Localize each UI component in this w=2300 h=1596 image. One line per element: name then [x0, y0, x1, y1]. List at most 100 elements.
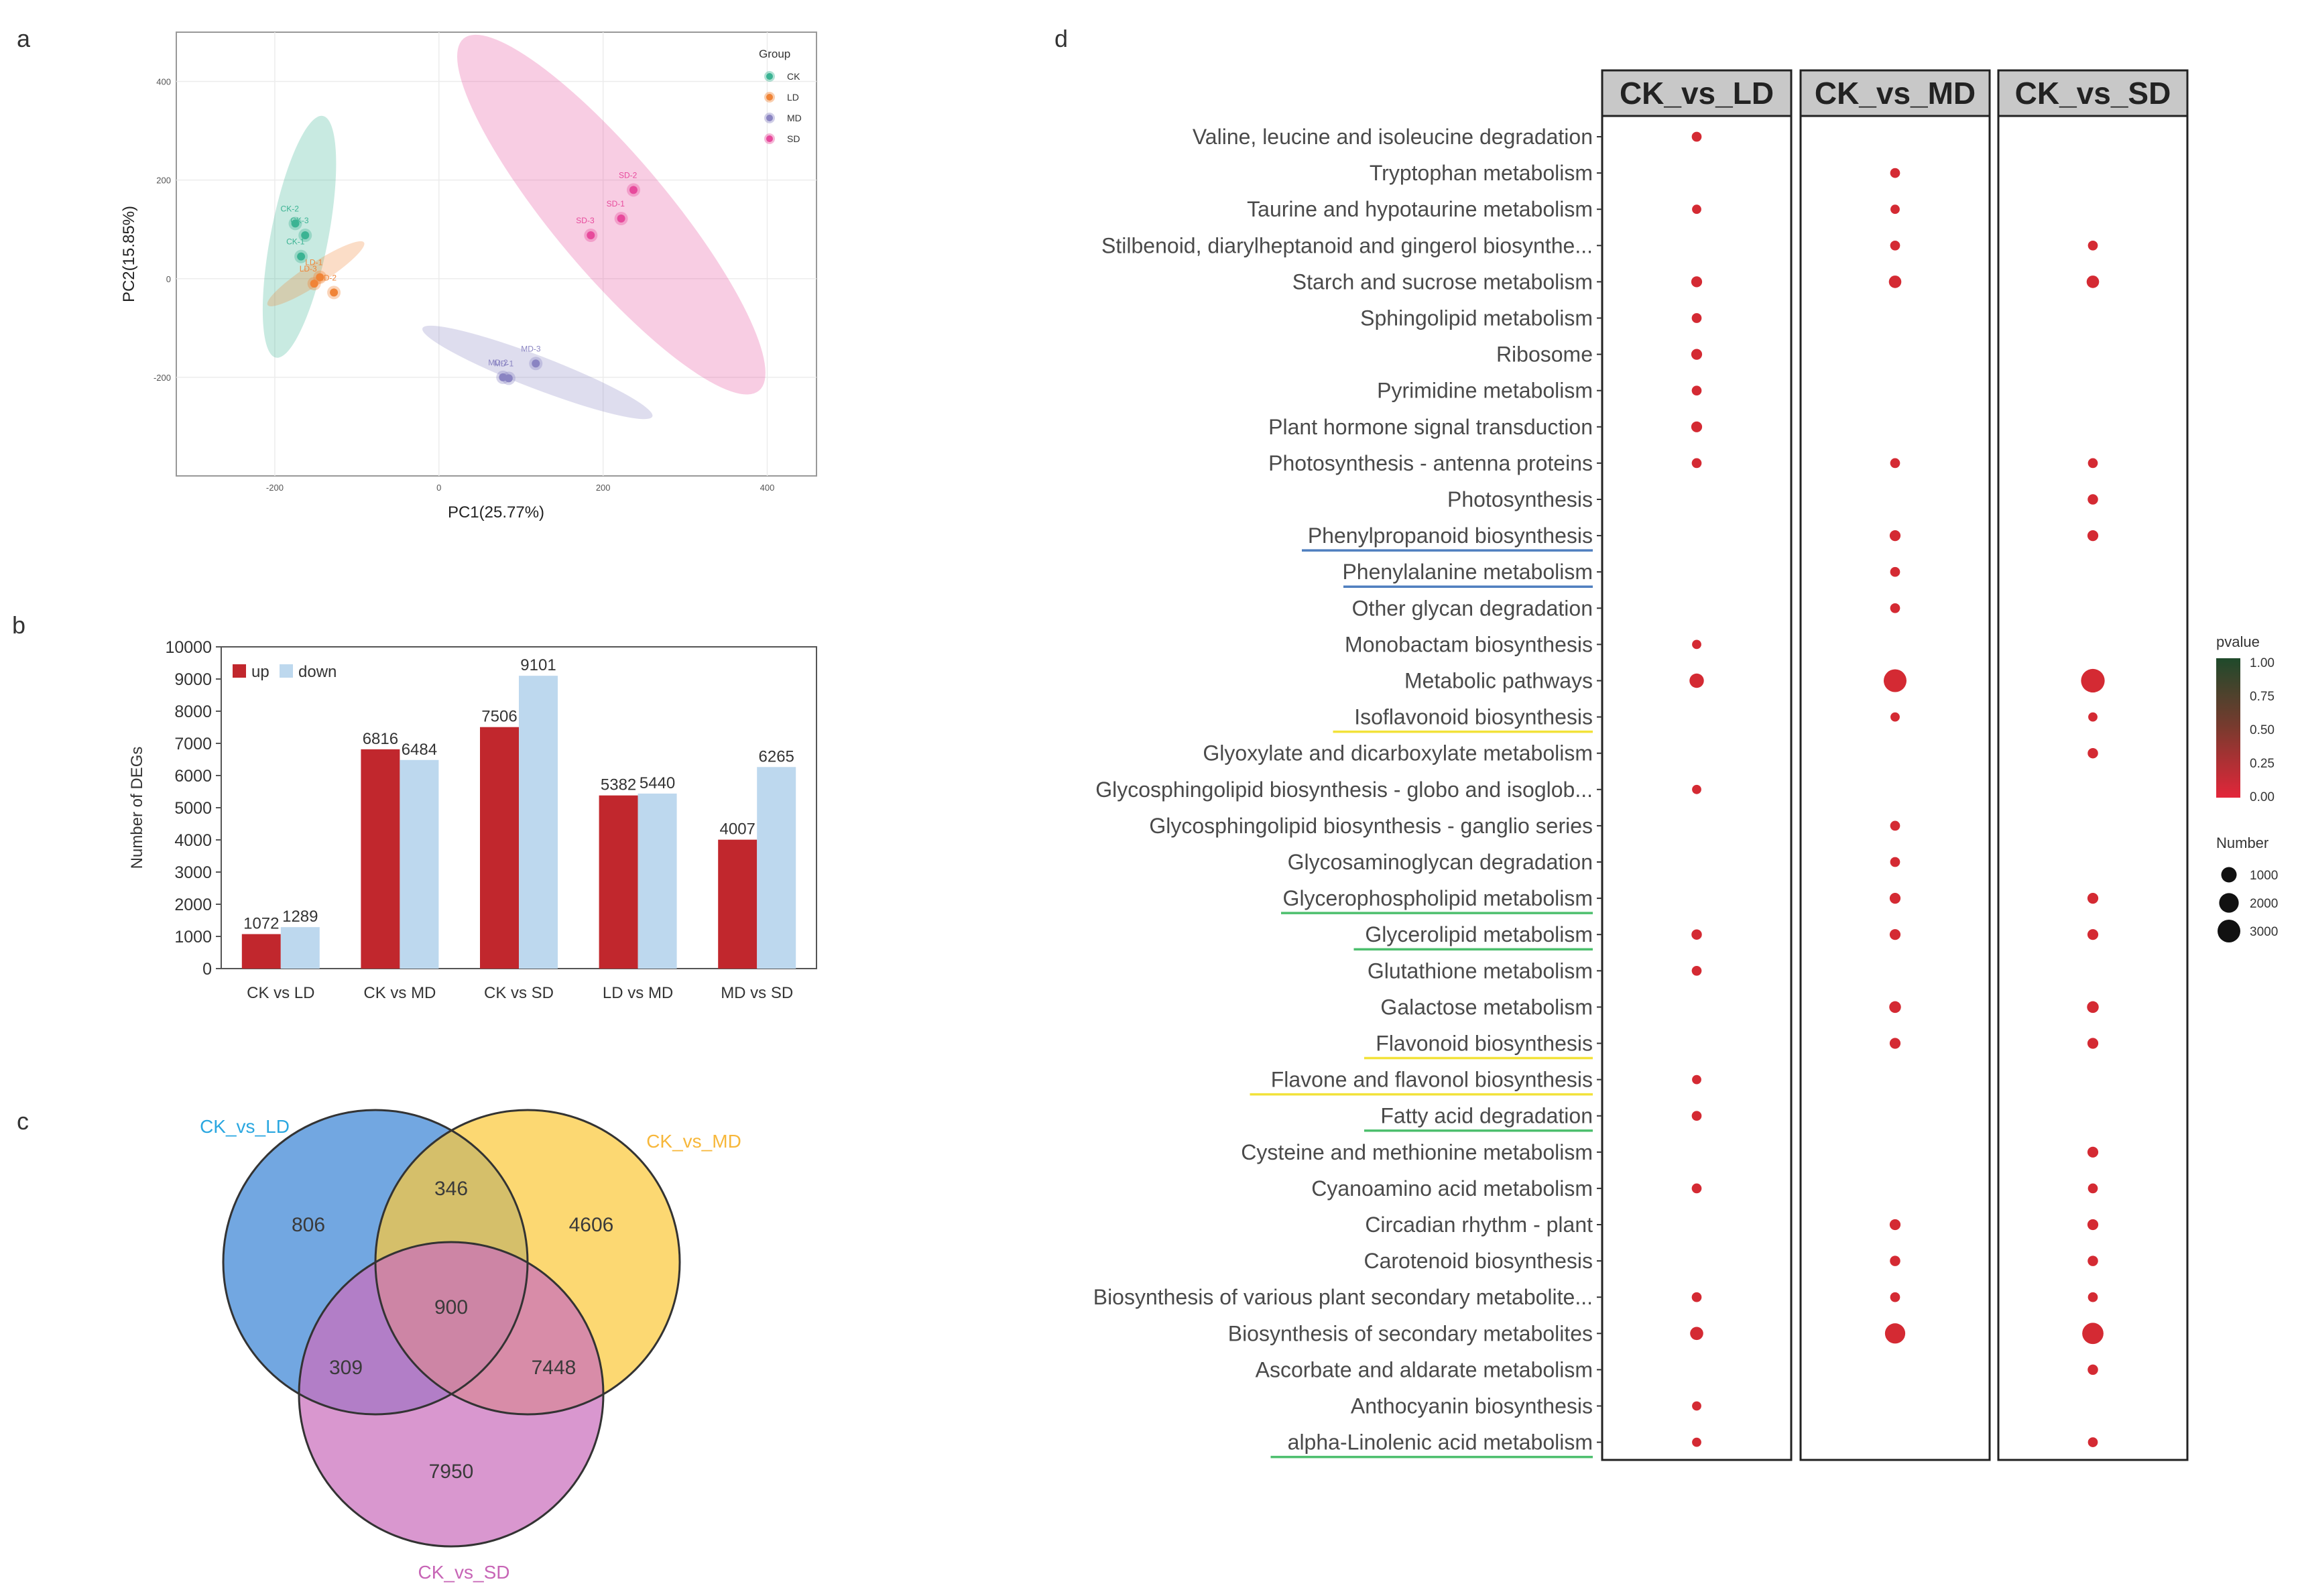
pca-legend: Group CK LD MD SD — [759, 48, 802, 144]
bar-ytick-label: 10000 — [165, 638, 212, 657]
dot-point — [2087, 240, 2098, 251]
pca-xtick-label: -200 — [266, 483, 284, 493]
facet-strip-label: CK_vs_LD — [1620, 76, 1774, 111]
pathway-label: Pyrimidine metabolism — [1377, 379, 1593, 403]
pca-xlabel: PC1(25.77%) — [448, 503, 544, 521]
dot-point — [1689, 673, 1704, 688]
dot-point — [2087, 1219, 2099, 1231]
venn-region-ld-md: 346 — [434, 1178, 468, 1200]
dot-point — [1890, 1255, 1900, 1266]
pathway-label: Biosynthesis of various plant secondary … — [1093, 1285, 1593, 1309]
dot-point — [2087, 747, 2098, 759]
facet-strip-label: CK_vs_SD — [2015, 76, 2171, 111]
pathway-label: Ribosome — [1496, 343, 1593, 367]
pca-legend-key — [766, 115, 773, 121]
panel-label-d: d — [1054, 25, 1068, 52]
legend-down-swatch — [280, 664, 293, 678]
deg-bar-chart: 0 1000 2000 3000 4000 5000 6000 7000 8000 9000 100… — [128, 638, 817, 1002]
pvalue-tick-label: 0.00 — [2250, 790, 2275, 804]
pathway-label: Glycosphingolipid biosynthesis - ganglio… — [1149, 814, 1593, 838]
bar-ytick-label: 8000 — [174, 702, 212, 721]
venn-set-label-sd: CK_vs_SD — [418, 1562, 510, 1583]
pca-point-label: MD-2 — [488, 358, 508, 367]
pca-point — [629, 186, 638, 194]
dot-point — [1691, 1111, 1702, 1121]
dot-point — [2087, 530, 2099, 542]
venn-region-ld-sd: 309 — [329, 1357, 363, 1379]
pca-point-label: SD-3 — [576, 216, 595, 225]
pvalue-legend-title: pvalue — [2216, 633, 2260, 650]
dot-point — [1888, 275, 1902, 288]
bar-category-label: CK vs SD — [484, 984, 554, 1002]
pathway-label: Valine, leucine and isoleucine degradati… — [1193, 125, 1593, 149]
bar-value-label: 5382 — [601, 776, 636, 794]
pathway-label: Starch and sucrose metabolism — [1292, 269, 1593, 294]
pca-plot: CK-2CK-3CK-1LD-1LD-2LD-3MD-2MD-1MD-3SD-2… — [120, 32, 817, 521]
dot-point — [1890, 566, 1900, 577]
bar-value-label: 1289 — [282, 908, 318, 926]
bar-value-label: 9101 — [520, 656, 556, 674]
bar-ytick-label: 5000 — [174, 799, 212, 818]
dot-point — [2087, 1364, 2098, 1375]
pca-xtick-label: 400 — [760, 483, 775, 493]
pca-point — [617, 214, 625, 223]
pca-legend-label: CK — [787, 71, 800, 82]
venn-set-label-md: CK_vs_MD — [646, 1131, 741, 1152]
dot-point — [1692, 639, 1701, 650]
facet-panel — [1799, 115, 1991, 1461]
number-key-dot — [2219, 893, 2239, 913]
pca-point — [301, 231, 310, 240]
pca-point-label: SD-1 — [607, 199, 625, 208]
pca-point — [587, 231, 595, 240]
pvalue-ticks: 1.00 0.75 0.50 0.25 0.00 — [2250, 656, 2275, 804]
dot-point — [1889, 929, 1901, 940]
dot-point — [2087, 929, 2099, 940]
dot-point — [1691, 131, 1702, 142]
bar-down — [280, 927, 320, 969]
dot-point — [1690, 1327, 1703, 1341]
bar-ytick-label: 9000 — [174, 670, 212, 689]
venn-region-md-sd: 7448 — [532, 1357, 577, 1379]
legend-up-swatch — [233, 664, 246, 678]
pathway-label: Glycosphingolipid biosynthesis - globo a… — [1095, 778, 1593, 802]
dot-point — [1691, 965, 1702, 976]
dot-point — [1692, 1401, 1701, 1411]
pathway-label: alpha-Linolenic acid metabolism — [1288, 1430, 1593, 1455]
pca-legend-title: Group — [759, 48, 790, 60]
bar-down — [638, 793, 677, 969]
bar-down — [519, 676, 558, 969]
dot-facets: CK_vs_LD CK_vs_MD CK_vs_SD — [1601, 69, 2189, 1461]
venn-set-label-ld: CK_vs_LD — [200, 1116, 290, 1137]
pathway-label: Glyoxylate and dicarboxylate metabolism — [1203, 741, 1593, 765]
venn-region-all: 900 — [434, 1296, 468, 1318]
bar-ytick-label: 0 — [202, 960, 212, 979]
bar-down — [400, 759, 439, 969]
pathway-label: Monobactam biosynthesis — [1345, 632, 1593, 656]
pathway-label: Glycosaminoglycan degradation — [1288, 850, 1593, 874]
pca-point-label: LD-1 — [305, 258, 322, 267]
pca-point — [291, 219, 300, 228]
pca-frame — [176, 32, 817, 477]
dot-point — [2087, 458, 2098, 469]
pca-point-label: LD-2 — [319, 273, 337, 282]
dot-point — [1884, 1323, 1906, 1344]
bar-value-label: 5440 — [640, 774, 675, 792]
dot-points — [1689, 131, 2105, 1447]
pca-point — [532, 359, 540, 368]
bar-value-label: 7506 — [481, 708, 517, 726]
pca-ytick-label: 0 — [166, 274, 171, 284]
pathway-label: Flavone and flavonol biosynthesis — [1271, 1068, 1593, 1092]
facet-strip — [1601, 69, 1793, 117]
venn-outline-sd — [298, 1241, 605, 1548]
pca-point-label: CK-1 — [286, 237, 305, 247]
number-key-label: 2000 — [2250, 897, 2278, 911]
pca-ticks: -200 0 200 400 -200 0 200 400 — [154, 77, 774, 493]
pca-point — [310, 280, 318, 288]
pathway-label: Cyanoamino acid metabolism — [1311, 1176, 1593, 1201]
dot-point — [1890, 712, 1900, 722]
pca-ylabel: PC2(15.85%) — [120, 206, 138, 302]
bar-ytick-label: 3000 — [174, 863, 212, 882]
pca-legend-key — [766, 135, 773, 142]
dot-point — [1691, 1292, 1702, 1302]
